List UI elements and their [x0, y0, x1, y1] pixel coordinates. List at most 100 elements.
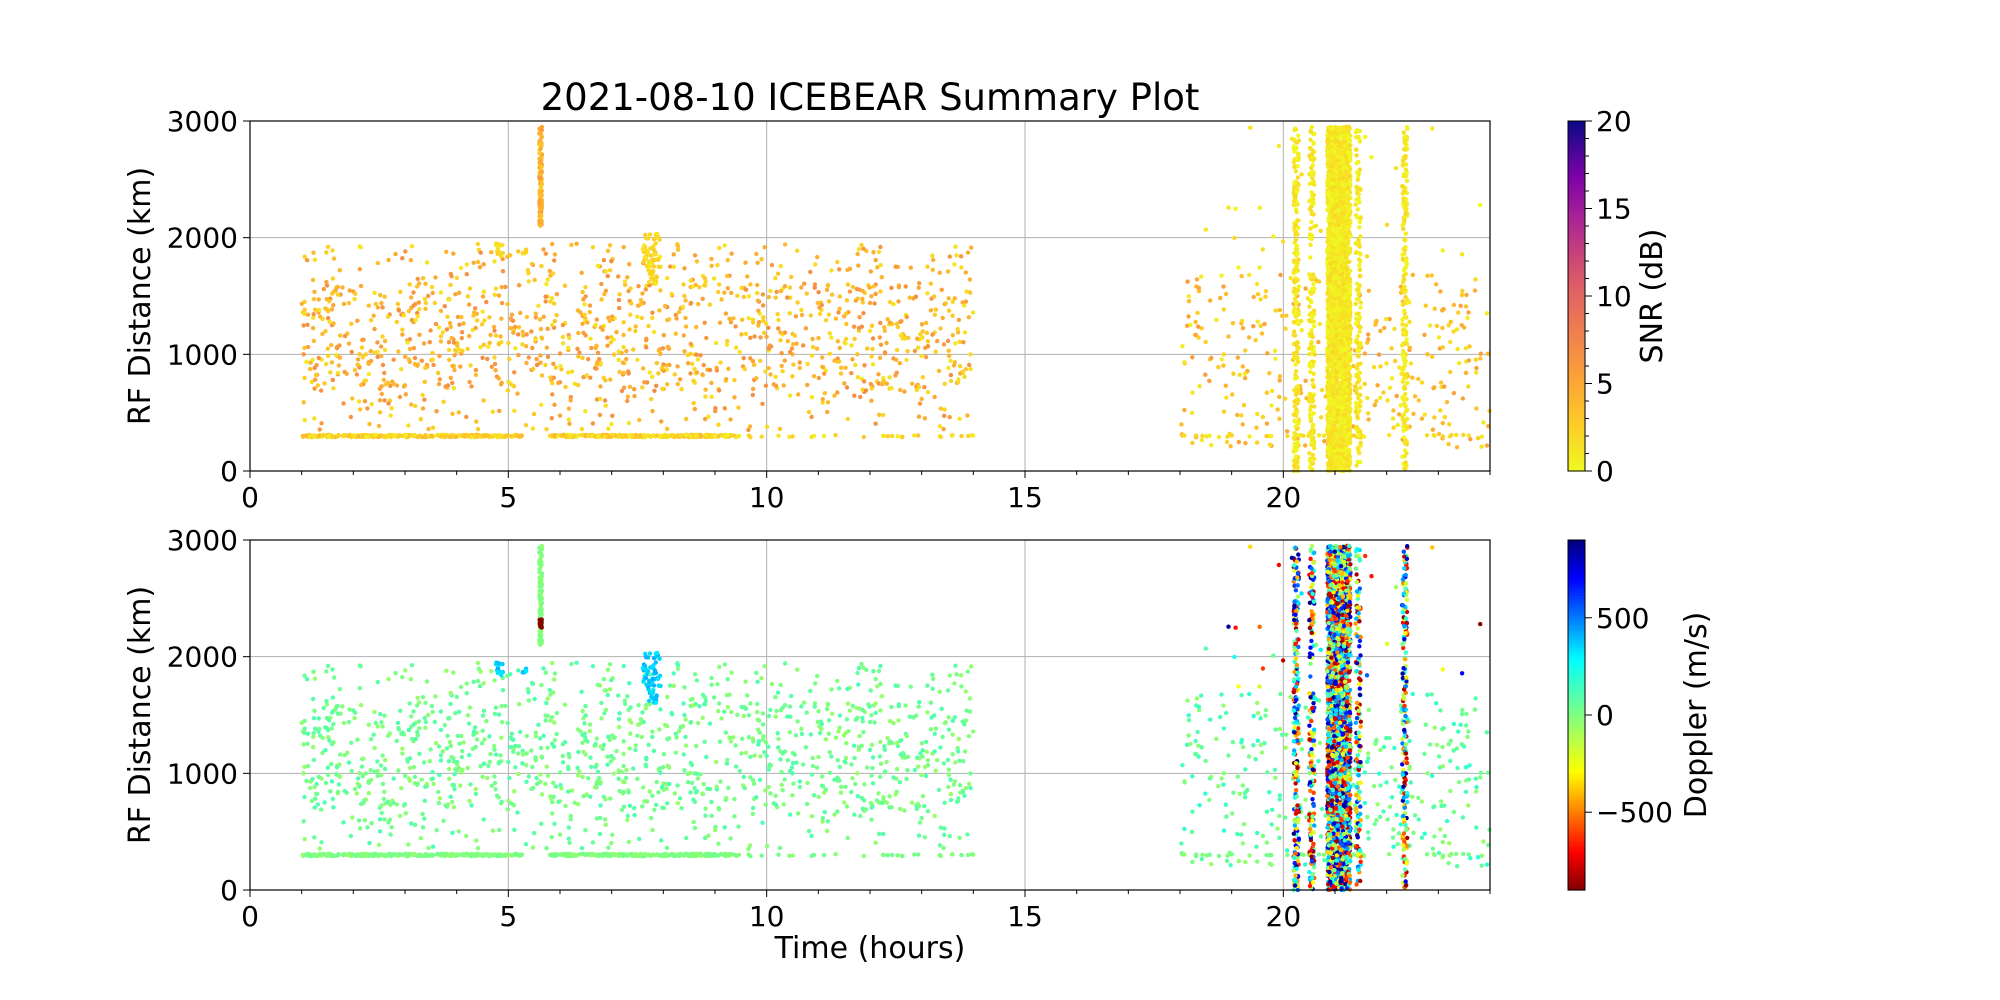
data-point [1410, 272, 1416, 278]
data-point [403, 249, 408, 254]
data-point [811, 433, 817, 439]
data-point [667, 264, 673, 269]
data-point [826, 312, 832, 317]
data-point [551, 361, 556, 366]
data-point [652, 388, 657, 393]
data-point [378, 344, 384, 349]
data-point [1307, 199, 1312, 204]
data-point [617, 369, 622, 375]
data-point [851, 324, 857, 329]
data-point [307, 434, 312, 440]
data-point [1361, 434, 1367, 439]
data-point [1311, 384, 1317, 389]
data-point [768, 288, 773, 294]
figure-title: 2021-08-10 ICEBEAR Summary Plot [541, 76, 1200, 119]
data-point [942, 381, 947, 386]
data-point [578, 310, 583, 315]
data-point [324, 279, 329, 285]
data-point [1218, 295, 1223, 301]
data-point [1484, 311, 1490, 316]
data-point [1294, 243, 1300, 249]
data-point [641, 243, 647, 248]
data-point [400, 256, 405, 261]
data-point [801, 343, 806, 348]
data-point [654, 360, 659, 366]
data-point [824, 287, 830, 293]
data-point [539, 193, 544, 198]
data-point [1221, 363, 1226, 368]
data-point [1278, 272, 1283, 278]
data-point [665, 275, 670, 281]
data-point [606, 315, 611, 320]
data-point [388, 383, 393, 389]
data-point [488, 332, 493, 338]
data-point [953, 244, 958, 249]
data-point [782, 284, 788, 289]
data-point [719, 297, 724, 302]
data-point [386, 257, 391, 263]
data-point [445, 314, 450, 319]
data-point [902, 389, 907, 394]
data-point [359, 382, 364, 388]
data-point [1223, 291, 1229, 297]
data-point [947, 254, 952, 259]
data-point [531, 366, 536, 372]
data-point [1374, 399, 1379, 404]
data-point [709, 394, 714, 399]
data-point [795, 300, 800, 305]
data-point [775, 312, 780, 317]
data-point [709, 380, 714, 386]
data-point [1460, 288, 1465, 294]
data-point [310, 357, 315, 363]
data-point [1472, 288, 1478, 293]
data-point [1270, 388, 1275, 393]
data-point [1283, 396, 1288, 401]
data-point [1298, 433, 1304, 438]
data-point [1456, 310, 1461, 315]
data-point [442, 434, 448, 440]
data-point [299, 301, 304, 306]
data-point [1240, 364, 1246, 369]
data-point [413, 403, 418, 409]
data-point [1216, 434, 1222, 440]
data-point [776, 317, 781, 323]
data-point [778, 330, 783, 335]
data-point [739, 332, 744, 337]
data-point [362, 399, 368, 404]
data-point [550, 241, 555, 247]
data-point [368, 358, 374, 364]
data-point [1391, 425, 1396, 430]
data-point [627, 384, 633, 389]
data-point [773, 276, 778, 281]
data-point [881, 412, 886, 418]
data-point [509, 312, 515, 317]
data-point [962, 374, 967, 379]
data-point [1264, 421, 1270, 426]
data-point [539, 263, 544, 269]
data-point [438, 308, 444, 314]
data-point [478, 433, 483, 438]
data-point [675, 247, 681, 252]
data-point [754, 290, 760, 296]
data-point [688, 434, 693, 439]
data-point [310, 277, 316, 283]
data-point [682, 293, 687, 299]
data-point [352, 367, 358, 373]
data-point [1182, 360, 1187, 365]
data-point [857, 314, 862, 320]
data-point [321, 432, 326, 438]
data-point [633, 324, 638, 329]
data-point [845, 267, 850, 273]
data-point [632, 393, 637, 399]
data-point [629, 301, 634, 306]
data-point [1299, 328, 1305, 333]
data-point [516, 352, 521, 358]
data-point [406, 357, 412, 362]
data-point [411, 290, 416, 295]
data-point [748, 335, 753, 340]
data-point [1239, 413, 1244, 418]
data-point [471, 310, 477, 315]
data-point [609, 314, 615, 319]
data-point [1209, 443, 1214, 448]
